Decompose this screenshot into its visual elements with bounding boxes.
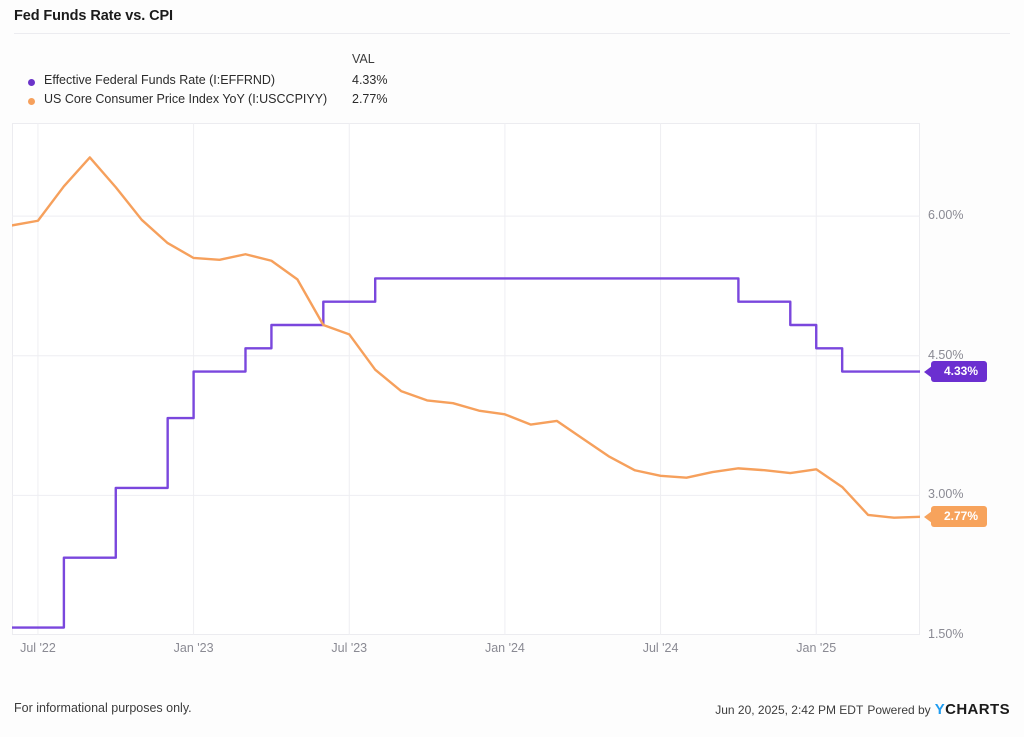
x-axis-tick-label: Jul '24	[642, 641, 679, 655]
x-axis-tick-label: Jul '23	[331, 641, 368, 655]
ycharts-logo[interactable]: YCHARTS	[935, 701, 1010, 718]
value-flag-effrnd: 4.33%	[923, 361, 988, 383]
timestamp-text: Jun 20, 2025, 2:42 PM EDT	[715, 703, 864, 717]
legend-item-value: 4.33%	[352, 73, 388, 87]
chart-legend: VAL Effective Federal Funds Rate (I:EFFR…	[0, 52, 1024, 114]
value-flag-usccpiyy: 2.77%	[923, 506, 988, 528]
legend-item-label: Effective Federal Funds Rate (I:EFFRND)	[44, 73, 276, 87]
x-axis-tick-label: Jan '24	[484, 641, 525, 655]
y-axis-tick-label: 3.00%	[928, 487, 964, 502]
ycharts-logo-text: CHARTS	[945, 701, 1010, 718]
plot-area	[12, 123, 920, 635]
x-axis-tick-label: Jan '25	[796, 641, 837, 655]
legend-item-value: 2.77%	[352, 92, 388, 106]
chart-footer: For informational purposes only. Jun 20,…	[0, 668, 1024, 737]
x-axis-labels: Jul '22 Jan '23 Jul '23 Jan '24 Jul '24 Jan '…	[0, 641, 1024, 665]
x-axis-tick-label: Jan '23	[173, 641, 214, 655]
chart-canvas	[12, 123, 920, 635]
y-axis-tick-label: 1.50%	[928, 627, 964, 641]
y-axis-tick-label: 4.50%	[928, 347, 964, 362]
powered-by-text: Powered by	[867, 703, 931, 717]
ycharts-logo-y: Y	[934, 701, 946, 718]
footer-attribution: Jun 20, 2025, 2:42 PM EDT Powered by YCH…	[715, 701, 1010, 718]
legend-item-effrnd[interactable]: Effective Federal Funds Rate (I:EFFRND) …	[22, 73, 482, 93]
legend-value-column-header: VAL	[352, 52, 375, 66]
y-axis-tick-label: 6.00%	[928, 208, 964, 223]
legend-color-dot	[28, 79, 35, 86]
legend-item-label: US Core Consumer Price Index YoY (I:USCC…	[44, 92, 328, 106]
legend-item-usccpiyy[interactable]: US Core Consumer Price Index YoY (I:USCC…	[22, 92, 482, 112]
x-axis-tick-label: Jul '22	[20, 641, 56, 655]
y-axis-labels: 1.50% 3.00% 4.50% 6.00%	[928, 123, 1024, 641]
plot-frame	[12, 123, 920, 635]
chart-header: Fed Funds Rate vs. CPI	[0, 0, 1024, 33]
header-divider	[14, 33, 1010, 34]
disclaimer-text: For informational purposes only.	[14, 701, 192, 715]
page-title: Fed Funds Rate vs. CPI	[14, 8, 173, 24]
legend-color-dot	[28, 98, 35, 105]
